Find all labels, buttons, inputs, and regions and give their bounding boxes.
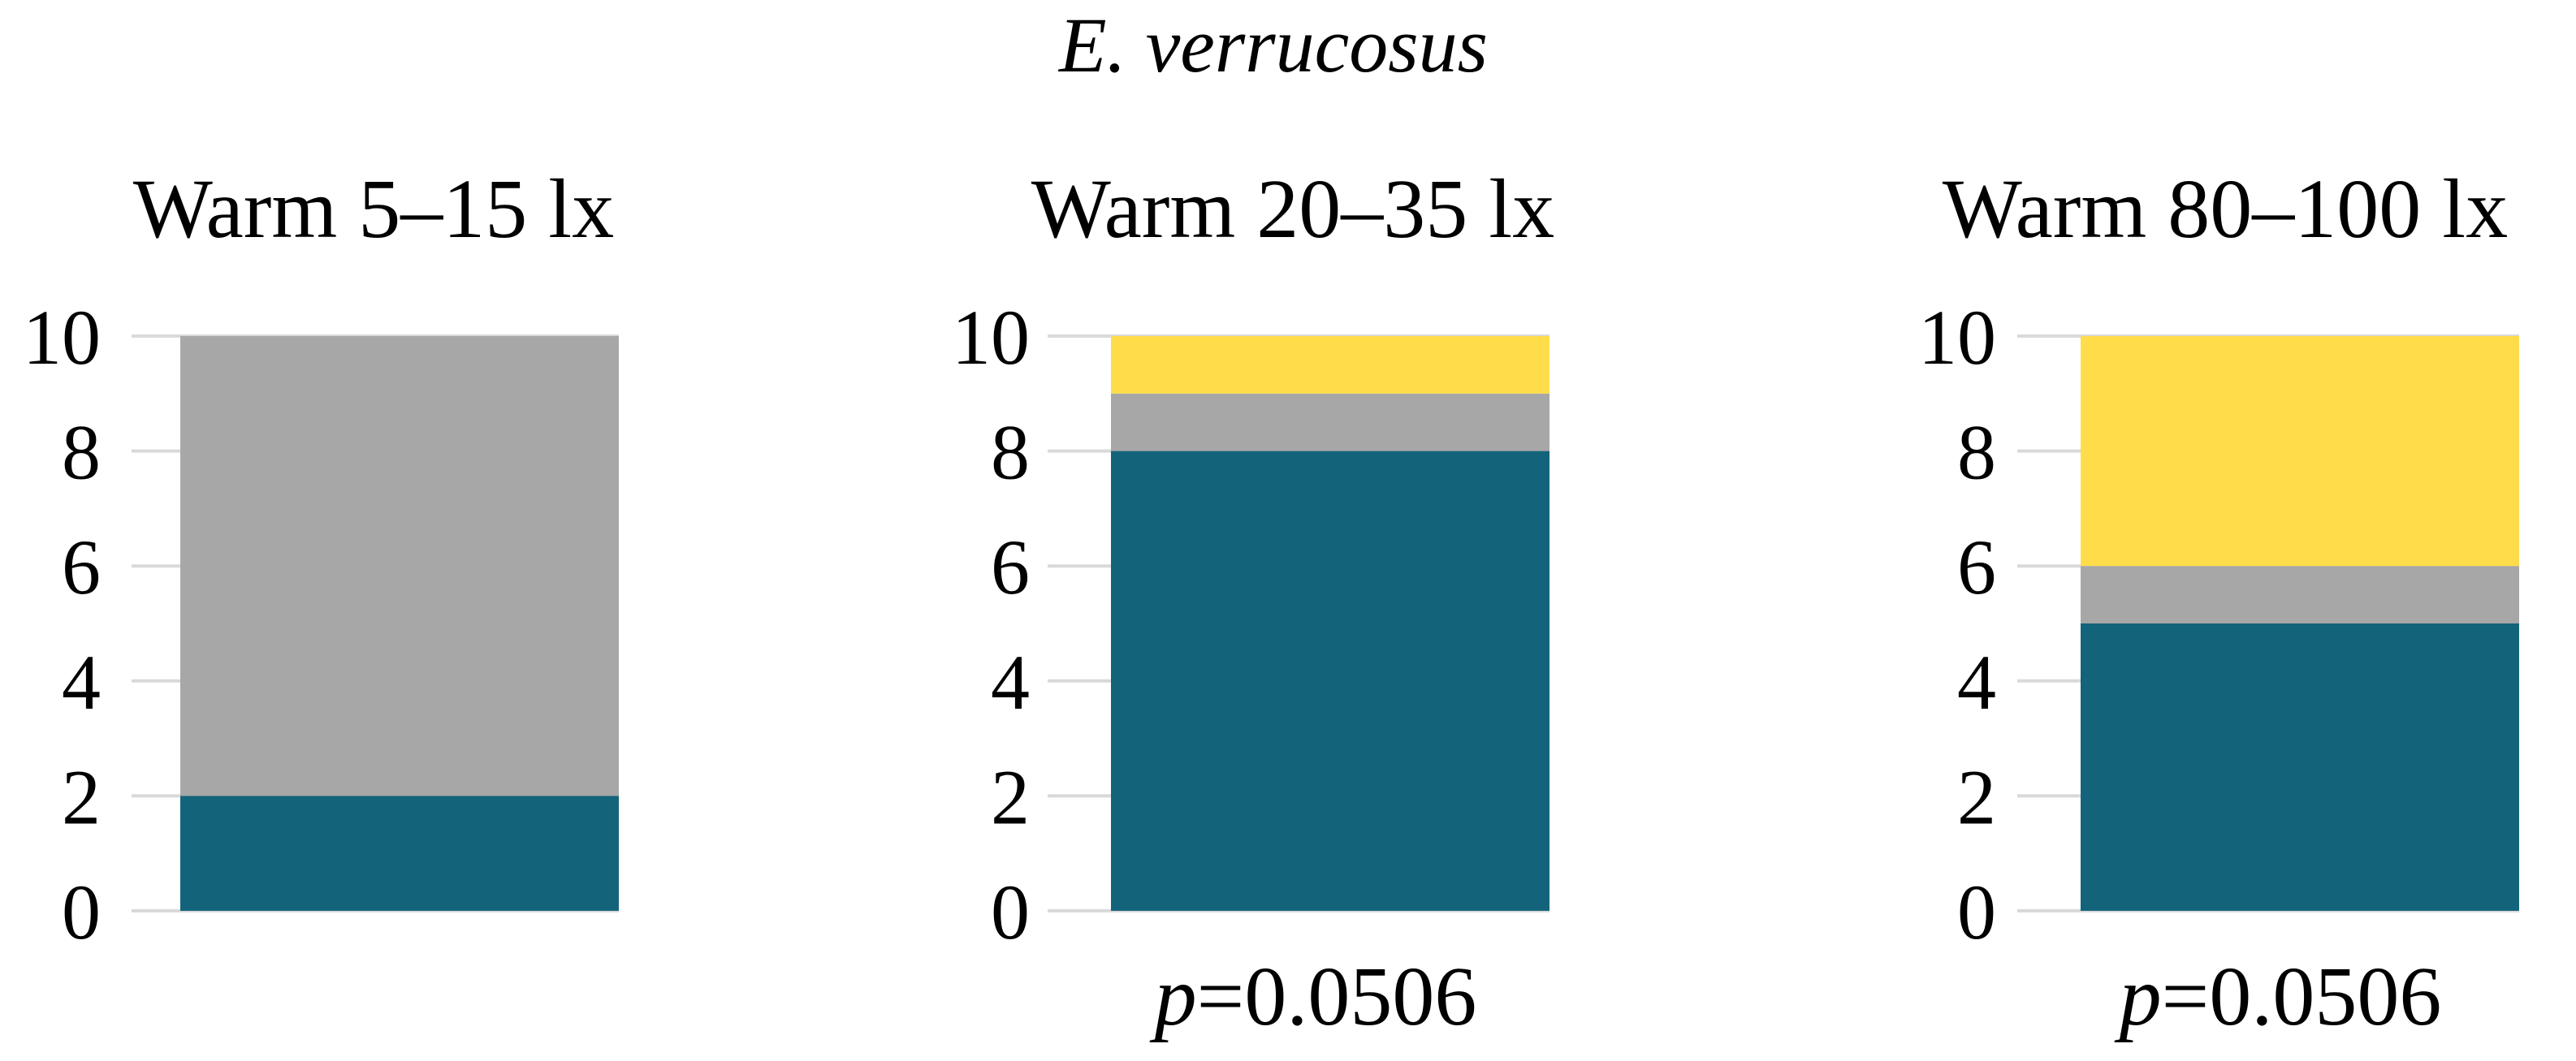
p-value: =0.0506: [1197, 950, 1477, 1043]
panel-warm-20-35: Warm 20–35 lx 0 2 4 6 8 10 p=0.0506: [952, 162, 1554, 1043]
stacked-bar: [2081, 336, 2519, 911]
y-tick-labels: 0 2 4 6 8 10: [1918, 294, 1996, 955]
panel-title: Warm 5–15 lx: [133, 162, 614, 256]
y-tick-label: 2: [62, 753, 101, 840]
y-tick-label: 6: [1957, 524, 1996, 610]
y-tick-label: 0: [62, 869, 101, 955]
y-tick-label: 0: [1957, 869, 1996, 955]
bar-segment-bottom: [180, 796, 619, 911]
bar-segment-bottom: [2081, 623, 2519, 911]
y-tick-label: 10: [952, 294, 1030, 381]
panel-title: Warm 80–100 lx: [1943, 162, 2508, 256]
bar-segment-middle: [180, 336, 619, 796]
panel-title: Warm 20–35 lx: [1031, 162, 1554, 256]
p-symbol: p: [1149, 950, 1197, 1043]
p-value-label: p=0.0506: [2114, 950, 2442, 1043]
y-tick-label: 4: [1957, 639, 1996, 726]
species-title: E. verrucosus: [1057, 2, 1488, 88]
stacked-bar: [180, 336, 619, 911]
y-tick-label: 0: [991, 869, 1030, 955]
bar-segment-top: [1111, 336, 1549, 394]
y-tick-label: 2: [1957, 753, 1996, 840]
y-tick-label: 6: [991, 524, 1030, 610]
y-tick-label: 6: [62, 524, 101, 610]
y-tick-labels: 0 2 4 6 8 10: [23, 294, 101, 955]
y-tick-label: 8: [62, 409, 101, 496]
bar-segment-middle: [2081, 566, 2519, 623]
panel-warm-5-15: Warm 5–15 lx 0 2 4 6 8 10: [23, 162, 619, 955]
p-value: =0.0506: [2162, 950, 2442, 1043]
y-tick-label: 8: [1957, 409, 1996, 496]
stacked-bar: [1111, 336, 1549, 911]
y-tick-label: 4: [991, 639, 1030, 726]
y-tick-label: 4: [62, 639, 101, 726]
y-tick-label: 10: [1918, 294, 1996, 381]
bar-segment-top: [2081, 336, 2519, 567]
panel-warm-80-100: Warm 80–100 lx 0 2 4 6 8 10 p=0.0506: [1918, 162, 2519, 1043]
bar-segment-bottom: [1111, 451, 1549, 911]
bar-segment-middle: [1111, 393, 1549, 451]
y-tick-label: 8: [991, 409, 1030, 496]
y-tick-label: 10: [23, 294, 101, 381]
p-symbol: p: [2114, 950, 2162, 1043]
y-tick-labels: 0 2 4 6 8 10: [952, 294, 1030, 955]
p-value-label: p=0.0506: [1149, 950, 1477, 1043]
y-tick-label: 2: [991, 753, 1030, 840]
